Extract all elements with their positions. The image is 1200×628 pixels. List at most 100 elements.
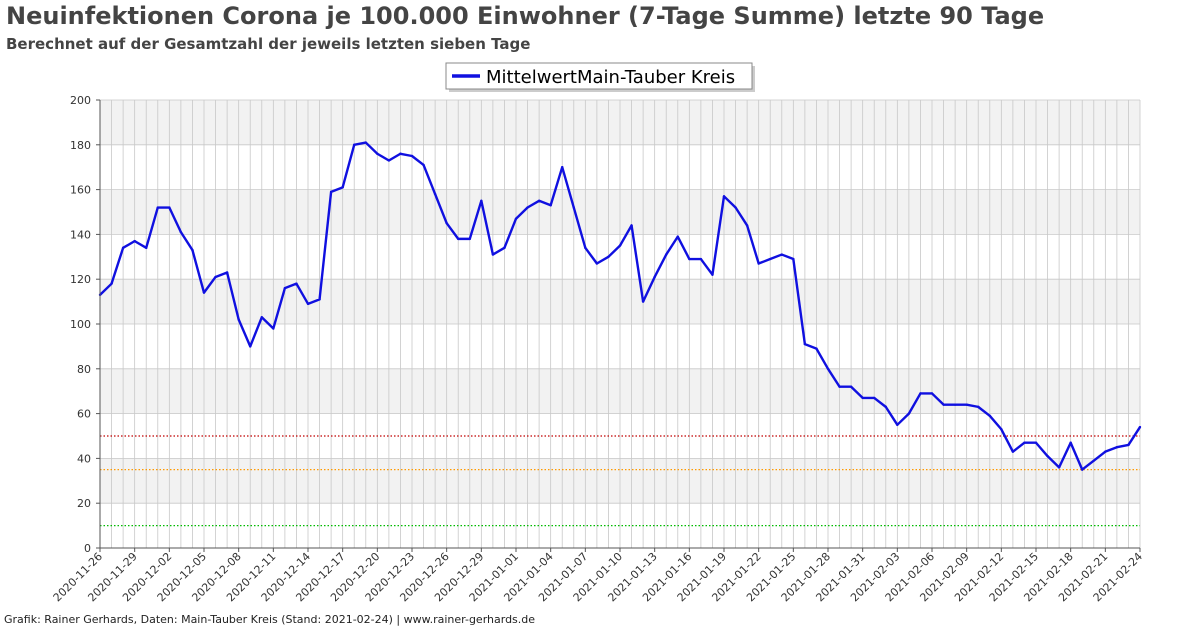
- data-point: [584, 246, 587, 250]
- data-point: [1104, 450, 1107, 453]
- data-point: [225, 271, 229, 274]
- data-point: [306, 302, 310, 306]
- data-point: [433, 192, 437, 196]
- data-point: [179, 230, 183, 234]
- legend-label: MittelwertMain-Tauber Kreis: [486, 67, 735, 88]
- data-point: [364, 141, 367, 144]
- data-point: [919, 392, 922, 395]
- data-point: [202, 291, 206, 294]
- data-point: [410, 154, 414, 158]
- data-point: [607, 255, 610, 258]
- data-point: [341, 186, 344, 189]
- data-point: [803, 342, 807, 346]
- data-point: [237, 318, 240, 321]
- data-point: [653, 275, 656, 279]
- data-point: [1057, 466, 1061, 469]
- data-point: [711, 273, 714, 276]
- data-point: [699, 257, 703, 261]
- data-point: [422, 163, 425, 167]
- data-point: [1046, 454, 1049, 458]
- data-point: [526, 206, 529, 209]
- y-tick-label: 100: [70, 318, 91, 331]
- data-point: [988, 414, 991, 418]
- data-point: [1138, 425, 1142, 429]
- data-point: [1011, 450, 1015, 453]
- data-point: [214, 275, 217, 279]
- data-point: [249, 345, 252, 348]
- data-point: [769, 257, 772, 261]
- data-point: [965, 403, 968, 406]
- y-tick-label: 60: [77, 408, 91, 421]
- data-point: [1000, 428, 1003, 431]
- data-point: [930, 392, 934, 395]
- data-point: [445, 222, 448, 225]
- y-tick-label: 0: [84, 542, 91, 555]
- y-tick-label: 200: [70, 94, 91, 107]
- data-point: [145, 246, 148, 250]
- data-point: [503, 246, 506, 250]
- data-point: [618, 244, 622, 247]
- data-point: [884, 405, 887, 409]
- data-point: [688, 257, 691, 261]
- data-point: [953, 403, 957, 406]
- data-point: [1092, 459, 1095, 462]
- data-point: [399, 152, 402, 155]
- data-point: [1034, 441, 1038, 444]
- data-point: [168, 206, 171, 209]
- data-point: [110, 282, 113, 285]
- y-tick-label: 160: [70, 184, 91, 197]
- data-point: [537, 199, 541, 202]
- data-point: [665, 253, 668, 256]
- data-point: [977, 405, 980, 409]
- data-point: [329, 190, 333, 194]
- legend-box: [445, 62, 753, 90]
- data-point: [283, 286, 287, 290]
- data-point: [468, 237, 471, 241]
- data-point: [757, 262, 760, 265]
- y-tick-label: 40: [77, 452, 91, 465]
- data-point: [734, 206, 737, 209]
- data-point: [457, 237, 460, 241]
- data-point: [387, 159, 391, 162]
- data-point: [156, 206, 159, 209]
- legend: MittelwertMain-Tauber Kreis: [445, 62, 755, 92]
- data-point: [780, 253, 783, 256]
- data-point: [272, 327, 275, 330]
- y-tick-label: 120: [70, 273, 91, 286]
- data-point: [549, 204, 552, 207]
- data-point: [1115, 446, 1119, 449]
- data-point: [907, 412, 911, 415]
- data-point: [191, 248, 194, 252]
- data-point: [838, 385, 841, 388]
- data-point: [676, 235, 679, 238]
- y-tick-label: 180: [70, 139, 91, 152]
- data-point: [896, 423, 899, 426]
- data-point: [595, 262, 599, 265]
- data-point: [121, 246, 125, 250]
- data-point: [1081, 468, 1084, 471]
- data-point: [792, 257, 795, 261]
- data-point: [745, 224, 749, 227]
- data-point: [873, 396, 876, 400]
- data-point: [722, 195, 726, 198]
- data-point: [942, 403, 945, 406]
- data-point: [1069, 441, 1072, 444]
- data-point: [630, 224, 633, 227]
- data-point: [641, 300, 645, 303]
- data-point: [1127, 443, 1130, 447]
- data-point: [318, 298, 321, 301]
- y-tick-label: 140: [70, 228, 91, 241]
- data-point: [491, 253, 495, 256]
- data-point: [815, 347, 818, 350]
- data-point: [514, 217, 518, 220]
- chart-title: Neuinfektionen Corona je 100.000 Einwohn…: [6, 2, 1045, 30]
- y-tick-labels: 0 20 40 60 80 100 120 140 160 180 200: [70, 94, 100, 555]
- footer-credit: Grafik: Rainer Gerhards, Daten: Main-Tau…: [4, 613, 536, 626]
- data-point: [376, 152, 379, 155]
- data-point: [133, 239, 136, 243]
- data-point: [826, 367, 830, 370]
- data-point: [1023, 441, 1026, 444]
- data-point: [561, 166, 564, 169]
- y-tick-label: 20: [77, 497, 91, 510]
